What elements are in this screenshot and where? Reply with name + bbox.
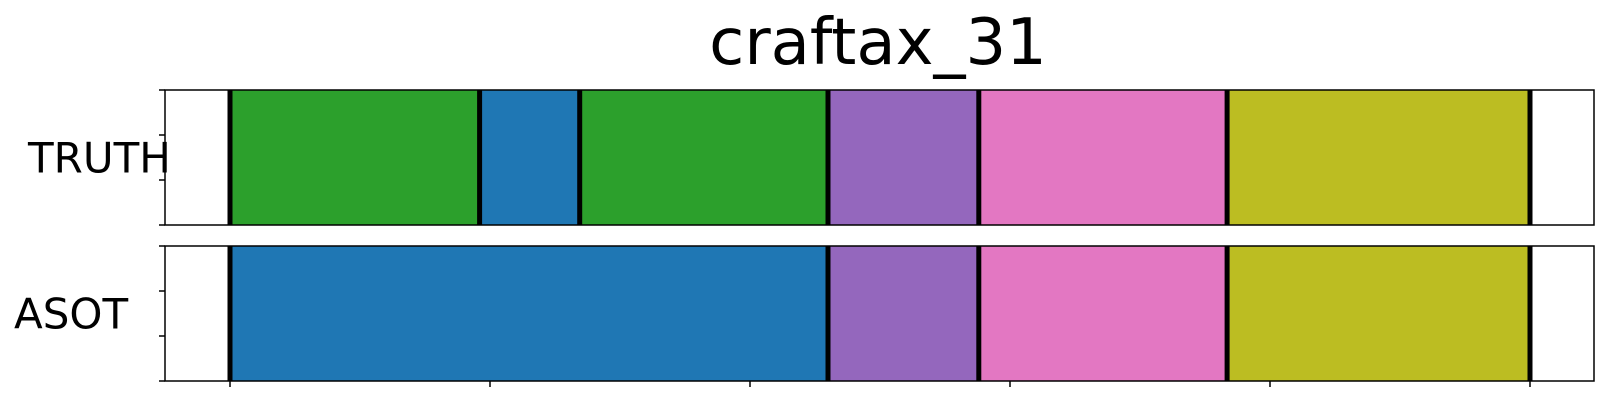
segment-truth-1 [230, 90, 480, 225]
row-truth: TRUTH [27, 89, 1595, 226]
row-frame [164, 89, 1595, 226]
segment-asot-2 [828, 246, 979, 381]
row-label-truth: TRUTH [27, 134, 171, 183]
segment-truth-6 [1227, 90, 1530, 225]
row-frame [164, 245, 1595, 382]
segment-asot-4 [1227, 246, 1530, 381]
row-asot: ASOT [14, 245, 1595, 387]
segment-truth-4 [828, 90, 979, 225]
rows-layer: TRUTH ASOT [14, 89, 1595, 387]
segment-asot-1 [230, 246, 828, 381]
segment-truth-2 [479, 90, 580, 225]
segment-truth-3 [579, 90, 828, 225]
row-label-asot: ASOT [14, 290, 128, 339]
segment-truth-5 [978, 90, 1228, 225]
chart-title: craftax_31 [709, 6, 1047, 80]
segment-asot-3 [978, 246, 1228, 381]
